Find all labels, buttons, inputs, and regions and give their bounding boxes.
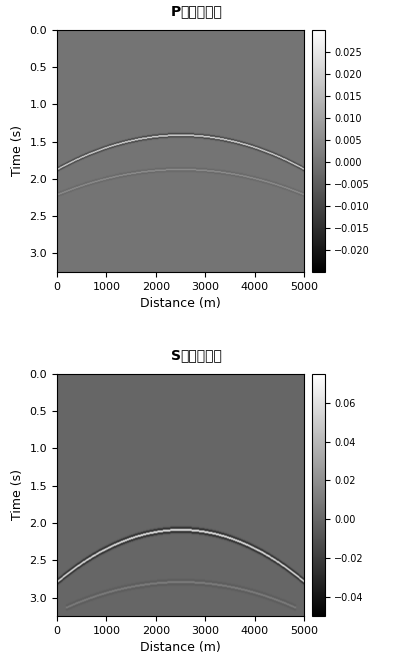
- Y-axis label: Time (s): Time (s): [11, 125, 24, 177]
- Text: P: P: [170, 5, 180, 18]
- Text: 波地震记录: 波地震记录: [180, 349, 222, 363]
- Y-axis label: Time (s): Time (s): [11, 469, 24, 521]
- X-axis label: Distance (m): Distance (m): [140, 641, 220, 654]
- Text: 波地震记录: 波地震记录: [180, 5, 222, 18]
- Text: S: S: [170, 349, 180, 363]
- X-axis label: Distance (m): Distance (m): [140, 297, 220, 310]
